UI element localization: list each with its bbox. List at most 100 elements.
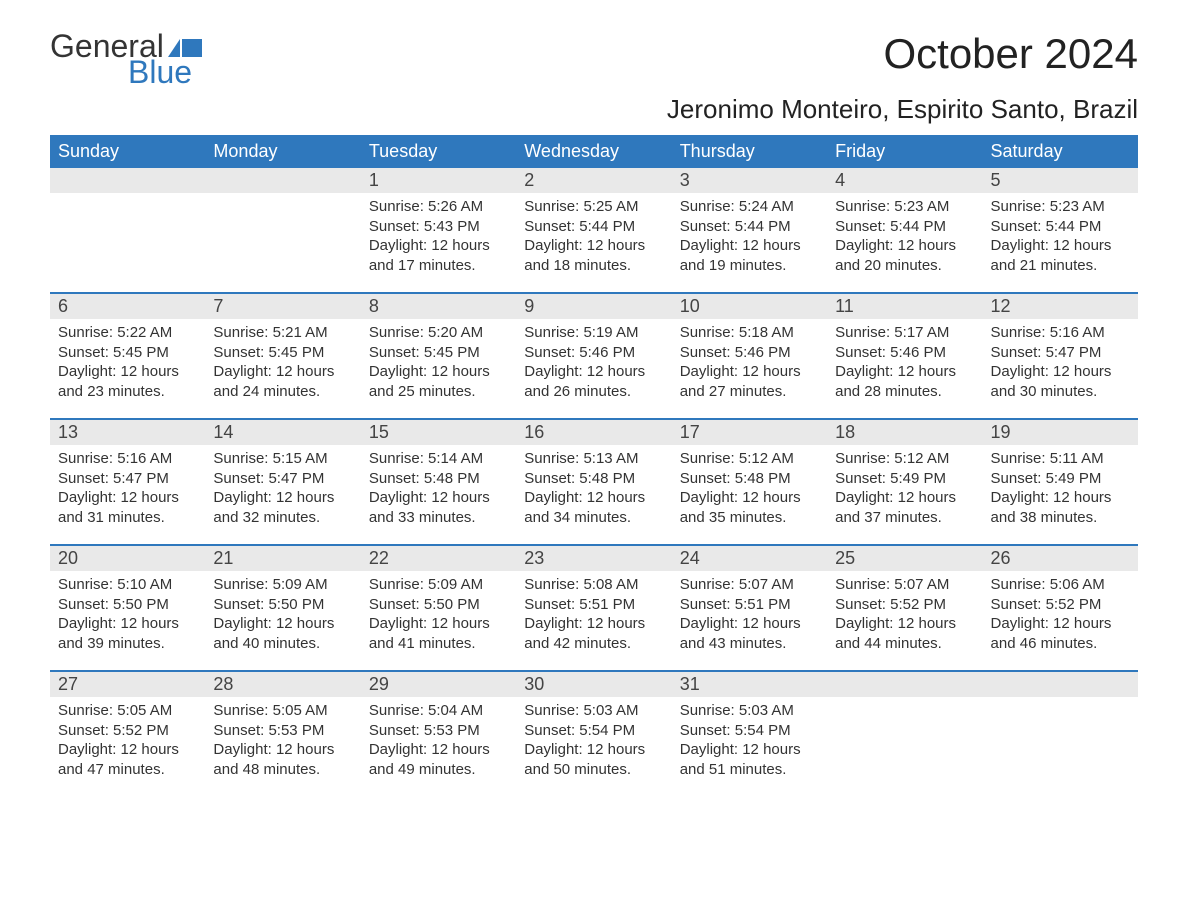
weekday-header: Friday [827,135,982,168]
sunset-line: Sunset: 5:44 PM [991,217,1130,237]
sunrise-line: Sunrise: 5:16 AM [991,323,1130,343]
day-cell: 2Sunrise: 5:25 AMSunset: 5:44 PMDaylight… [516,168,671,292]
day-body: Sunrise: 5:05 AMSunset: 5:52 PMDaylight:… [50,697,205,787]
day-cell: 28Sunrise: 5:05 AMSunset: 5:53 PMDayligh… [205,672,360,796]
daylight-line: Daylight: 12 hours and 32 minutes. [213,488,352,527]
weeks-container: 1Sunrise: 5:26 AMSunset: 5:43 PMDaylight… [50,168,1138,796]
day-cell: 11Sunrise: 5:17 AMSunset: 5:46 PMDayligh… [827,294,982,418]
day-cell: 9Sunrise: 5:19 AMSunset: 5:46 PMDaylight… [516,294,671,418]
day-cell [983,672,1138,796]
day-cell: 24Sunrise: 5:07 AMSunset: 5:51 PMDayligh… [672,546,827,670]
day-number: 14 [205,420,360,445]
day-body: Sunrise: 5:26 AMSunset: 5:43 PMDaylight:… [361,193,516,283]
day-number: 19 [983,420,1138,445]
day-body: Sunrise: 5:04 AMSunset: 5:53 PMDaylight:… [361,697,516,787]
sunrise-line: Sunrise: 5:15 AM [213,449,352,469]
day-cell: 12Sunrise: 5:16 AMSunset: 5:47 PMDayligh… [983,294,1138,418]
day-body: Sunrise: 5:13 AMSunset: 5:48 PMDaylight:… [516,445,671,535]
sunset-line: Sunset: 5:47 PM [213,469,352,489]
day-body: Sunrise: 5:07 AMSunset: 5:52 PMDaylight:… [827,571,982,661]
sunset-line: Sunset: 5:45 PM [58,343,197,363]
day-cell: 30Sunrise: 5:03 AMSunset: 5:54 PMDayligh… [516,672,671,796]
sunrise-line: Sunrise: 5:21 AM [213,323,352,343]
daylight-line: Daylight: 12 hours and 33 minutes. [369,488,508,527]
daylight-line: Daylight: 12 hours and 20 minutes. [835,236,974,275]
daylight-line: Daylight: 12 hours and 39 minutes. [58,614,197,653]
day-cell: 27Sunrise: 5:05 AMSunset: 5:52 PMDayligh… [50,672,205,796]
week-row: 6Sunrise: 5:22 AMSunset: 5:45 PMDaylight… [50,292,1138,418]
logo-word2: Blue [50,56,202,88]
weekday-header: Saturday [983,135,1138,168]
day-body: Sunrise: 5:09 AMSunset: 5:50 PMDaylight:… [205,571,360,661]
day-number [50,168,205,193]
page-title: October 2024 [883,30,1138,78]
day-number: 18 [827,420,982,445]
sunset-line: Sunset: 5:46 PM [835,343,974,363]
weekday-header-row: SundayMondayTuesdayWednesdayThursdayFrid… [50,135,1138,168]
sunrise-line: Sunrise: 5:09 AM [369,575,508,595]
sunrise-line: Sunrise: 5:12 AM [680,449,819,469]
sunrise-line: Sunrise: 5:14 AM [369,449,508,469]
day-body [827,697,982,709]
sunset-line: Sunset: 5:44 PM [835,217,974,237]
weekday-header: Wednesday [516,135,671,168]
day-number: 4 [827,168,982,193]
day-body: Sunrise: 5:09 AMSunset: 5:50 PMDaylight:… [361,571,516,661]
daylight-line: Daylight: 12 hours and 49 minutes. [369,740,508,779]
day-number: 17 [672,420,827,445]
daylight-line: Daylight: 12 hours and 48 minutes. [213,740,352,779]
sunrise-line: Sunrise: 5:23 AM [991,197,1130,217]
week-row: 20Sunrise: 5:10 AMSunset: 5:50 PMDayligh… [50,544,1138,670]
day-cell: 19Sunrise: 5:11 AMSunset: 5:49 PMDayligh… [983,420,1138,544]
header: General Blue October 2024 [50,30,1138,88]
sunset-line: Sunset: 5:52 PM [991,595,1130,615]
daylight-line: Daylight: 12 hours and 46 minutes. [991,614,1130,653]
day-cell: 10Sunrise: 5:18 AMSunset: 5:46 PMDayligh… [672,294,827,418]
day-body: Sunrise: 5:03 AMSunset: 5:54 PMDaylight:… [516,697,671,787]
day-cell: 6Sunrise: 5:22 AMSunset: 5:45 PMDaylight… [50,294,205,418]
day-number: 11 [827,294,982,319]
sunrise-line: Sunrise: 5:18 AM [680,323,819,343]
day-number: 21 [205,546,360,571]
day-body: Sunrise: 5:19 AMSunset: 5:46 PMDaylight:… [516,319,671,409]
day-number: 25 [827,546,982,571]
daylight-line: Daylight: 12 hours and 37 minutes. [835,488,974,527]
day-body: Sunrise: 5:12 AMSunset: 5:49 PMDaylight:… [827,445,982,535]
daylight-line: Daylight: 12 hours and 42 minutes. [524,614,663,653]
day-body: Sunrise: 5:03 AMSunset: 5:54 PMDaylight:… [672,697,827,787]
daylight-line: Daylight: 12 hours and 17 minutes. [369,236,508,275]
sunrise-line: Sunrise: 5:09 AM [213,575,352,595]
day-number: 3 [672,168,827,193]
day-body: Sunrise: 5:16 AMSunset: 5:47 PMDaylight:… [983,319,1138,409]
day-body: Sunrise: 5:15 AMSunset: 5:47 PMDaylight:… [205,445,360,535]
sunrise-line: Sunrise: 5:06 AM [991,575,1130,595]
day-body: Sunrise: 5:22 AMSunset: 5:45 PMDaylight:… [50,319,205,409]
sunset-line: Sunset: 5:43 PM [369,217,508,237]
weekday-header: Monday [205,135,360,168]
sunrise-line: Sunrise: 5:08 AM [524,575,663,595]
sunset-line: Sunset: 5:50 PM [213,595,352,615]
sunset-line: Sunset: 5:53 PM [369,721,508,741]
day-cell: 4Sunrise: 5:23 AMSunset: 5:44 PMDaylight… [827,168,982,292]
sunset-line: Sunset: 5:50 PM [58,595,197,615]
sunrise-line: Sunrise: 5:12 AM [835,449,974,469]
day-number: 24 [672,546,827,571]
sunset-line: Sunset: 5:54 PM [524,721,663,741]
day-number: 28 [205,672,360,697]
sunset-line: Sunset: 5:48 PM [680,469,819,489]
day-number: 10 [672,294,827,319]
daylight-line: Daylight: 12 hours and 27 minutes. [680,362,819,401]
day-cell [205,168,360,292]
daylight-line: Daylight: 12 hours and 41 minutes. [369,614,508,653]
day-cell: 14Sunrise: 5:15 AMSunset: 5:47 PMDayligh… [205,420,360,544]
day-number: 29 [361,672,516,697]
day-body: Sunrise: 5:18 AMSunset: 5:46 PMDaylight:… [672,319,827,409]
daylight-line: Daylight: 12 hours and 26 minutes. [524,362,663,401]
day-number: 5 [983,168,1138,193]
day-number: 22 [361,546,516,571]
day-cell: 1Sunrise: 5:26 AMSunset: 5:43 PMDaylight… [361,168,516,292]
day-number: 16 [516,420,671,445]
daylight-line: Daylight: 12 hours and 24 minutes. [213,362,352,401]
day-number: 8 [361,294,516,319]
day-cell: 16Sunrise: 5:13 AMSunset: 5:48 PMDayligh… [516,420,671,544]
